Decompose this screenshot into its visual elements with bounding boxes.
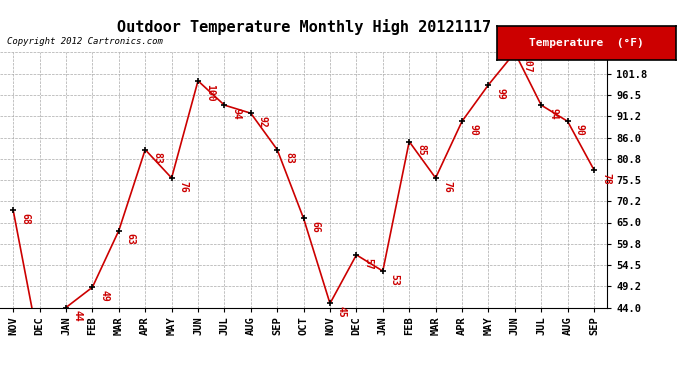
Text: 90: 90 (575, 124, 584, 136)
Text: Outdoor Temperature Monthly High 20121117: Outdoor Temperature Monthly High 2012111… (117, 19, 491, 35)
Text: 44: 44 (73, 310, 83, 322)
Text: 90: 90 (469, 124, 479, 136)
Text: 94: 94 (231, 108, 241, 120)
Text: 66: 66 (310, 221, 321, 233)
Text: 57: 57 (364, 258, 373, 269)
Text: 94: 94 (548, 108, 558, 120)
Text: 83: 83 (284, 152, 294, 164)
Text: 83: 83 (152, 152, 162, 164)
Text: Copyright 2012 Cartronics.com: Copyright 2012 Cartronics.com (7, 38, 163, 46)
Text: 99: 99 (495, 88, 505, 99)
Text: 34: 34 (0, 374, 1, 375)
Text: Temperature  (°F): Temperature (°F) (529, 38, 644, 48)
Text: 49: 49 (99, 290, 109, 302)
Text: 100: 100 (205, 84, 215, 101)
Text: 78: 78 (601, 172, 611, 184)
Text: 92: 92 (258, 116, 268, 128)
Text: 53: 53 (390, 274, 400, 286)
Text: 76: 76 (179, 181, 188, 192)
Text: 76: 76 (442, 181, 453, 192)
Text: 68: 68 (20, 213, 30, 225)
Text: 107: 107 (522, 55, 532, 73)
Text: 63: 63 (126, 233, 136, 245)
Text: 45: 45 (337, 306, 347, 318)
Text: 85: 85 (416, 144, 426, 156)
